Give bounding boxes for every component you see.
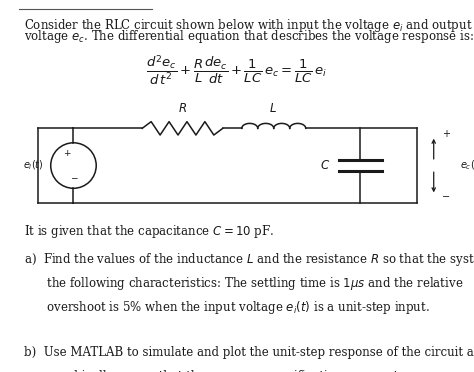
Text: L: L (269, 102, 276, 115)
Text: +: + (442, 129, 450, 139)
Text: graphically assess that the response specifications are met.: graphically assess that the response spe… (24, 370, 401, 372)
Text: b)  Use MATLAB to simulate and plot the unit-step response of the circuit and: b) Use MATLAB to simulate and plot the u… (24, 346, 474, 359)
Text: −: − (442, 192, 450, 202)
Text: R: R (178, 102, 187, 115)
Text: overshoot is 5% when the input voltage $e_i(t)$ is a unit-step input.: overshoot is 5% when the input voltage $… (24, 299, 429, 317)
Text: C: C (320, 159, 328, 172)
Text: It is given that the capacitance $C = 10$ pF.: It is given that the capacitance $C = 10… (24, 223, 274, 240)
Text: −: − (70, 174, 77, 183)
Text: $e_c(t)$: $e_c(t)$ (460, 159, 474, 172)
Text: voltage $e_c$. The differential equation that describes the voltage response is:: voltage $e_c$. The differential equation… (24, 28, 474, 45)
Text: +: + (63, 148, 71, 157)
Text: $e_i(t)$: $e_i(t)$ (23, 159, 44, 172)
Text: $\dfrac{d^2 e_c}{d\,t^2} + \dfrac{R}{L}\dfrac{d e_c}{d t} + \dfrac{1}{LC}\, e_c : $\dfrac{d^2 e_c}{d\,t^2} + \dfrac{R}{L}\… (146, 54, 328, 88)
Text: the following characteristics: The settling time is $1\mu s$ and the relative: the following characteristics: The settl… (24, 275, 463, 292)
Text: a)  Find the values of the inductance $L$ and the resistance $R$ so that the sys: a) Find the values of the inductance $L$… (24, 251, 474, 268)
Text: Consider the RLC circuit shown below with input the voltage $e_i$ and output the: Consider the RLC circuit shown below wit… (24, 17, 474, 34)
